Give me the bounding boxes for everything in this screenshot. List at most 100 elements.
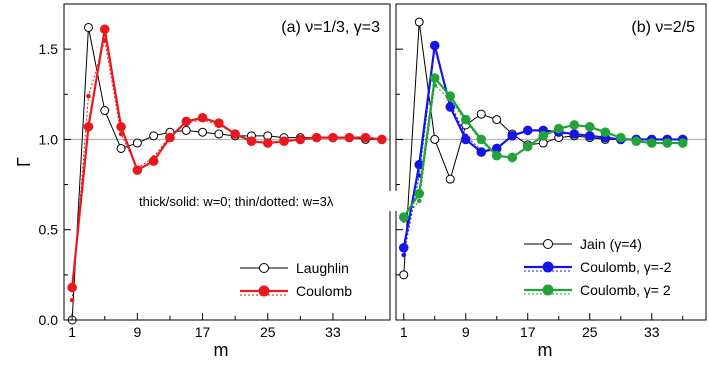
data-point — [615, 132, 626, 143]
data-point — [360, 132, 371, 143]
series-line-2 — [402, 75, 683, 218]
plot-frame — [395, 3, 707, 321]
data-point — [476, 147, 487, 157]
data-point — [429, 73, 440, 83]
data-point — [445, 102, 456, 112]
data-point — [279, 136, 289, 147]
panel-title: (b) ν=2/5 — [631, 19, 695, 36]
data-point — [181, 116, 192, 127]
panel-a: 1 9 17 25 33 0.0 0.5 1.0 1.5 m (a) ν=1/3, γ=3 Laugh… — [39, 3, 391, 360]
panel-title: (a) ν=1/3, γ=3 — [281, 19, 380, 36]
x-tick-label: 17 — [195, 324, 211, 340]
legend-marker — [542, 284, 554, 296]
data-point-w3 — [416, 198, 422, 204]
data-point — [662, 138, 673, 148]
legend-label: Coulomb, γ= 2 — [580, 282, 671, 298]
data-point — [569, 129, 580, 139]
data-point — [116, 143, 126, 153]
y-tick-label: 0.0 — [39, 312, 59, 328]
data-point — [522, 125, 533, 136]
data-point — [311, 132, 322, 143]
data-point — [445, 91, 456, 101]
data-point — [198, 127, 208, 137]
data-point — [328, 132, 338, 143]
data-point — [165, 132, 175, 143]
data-point — [553, 123, 564, 134]
data-point — [399, 270, 409, 280]
y-tick-label: 1.0 — [39, 131, 59, 147]
x-tick-label: 9 — [462, 324, 470, 340]
data-point — [600, 127, 611, 138]
data-point — [414, 17, 424, 27]
data-point — [631, 136, 642, 147]
data-point — [344, 132, 355, 143]
data-point — [522, 141, 533, 152]
data-point — [429, 40, 440, 51]
data-point — [295, 134, 306, 145]
plot-frame — [63, 3, 391, 321]
data-point — [149, 131, 159, 141]
data-point — [262, 138, 273, 148]
data-point — [507, 152, 518, 163]
note-background — [138, 191, 400, 211]
data-point — [445, 174, 455, 184]
data-point — [460, 134, 471, 145]
y-tick-label: 0.5 — [39, 222, 59, 238]
data-point — [83, 121, 94, 132]
data-point — [398, 242, 409, 253]
data-point — [491, 143, 502, 154]
panel-b: 1 9 17 25 33 m (b) ν=2/5 Jain (γ=4) Coulomb, γ=-… — [395, 3, 707, 360]
data-point — [230, 129, 240, 139]
data-point — [99, 24, 110, 35]
data-point — [430, 134, 440, 144]
data-point — [246, 136, 257, 147]
data-point — [181, 125, 191, 135]
data-point — [83, 22, 93, 32]
line-style-note: thick/solid: w=0; thin/dotted: w=3λ — [139, 194, 334, 209]
x-tick-label: 17 — [520, 324, 536, 340]
legend-marker — [542, 261, 554, 273]
legend-marker — [258, 285, 270, 297]
legend-marker — [543, 239, 553, 249]
data-point — [116, 121, 126, 132]
y-tick-label: 1.5 — [39, 41, 59, 57]
x-axis-label: m — [538, 340, 553, 360]
x-tick-label: 1 — [400, 324, 408, 340]
data-point — [377, 134, 387, 145]
data-point — [132, 138, 142, 148]
x-tick-label: 25 — [260, 324, 276, 340]
data-point — [197, 112, 208, 123]
data-point-w3 — [86, 93, 91, 99]
series-line-w3-2 — [403, 84, 683, 221]
data-point — [100, 106, 110, 116]
data-point-w3 — [401, 252, 407, 258]
data-point — [507, 131, 518, 141]
data-point — [67, 282, 77, 293]
data-point — [677, 138, 688, 148]
x-tick-label: 33 — [325, 324, 341, 340]
data-point — [584, 121, 595, 132]
x-tick-label: 9 — [133, 324, 141, 340]
legend-label: Coulomb — [296, 283, 352, 299]
data-point — [214, 118, 224, 128]
data-point — [476, 109, 486, 119]
x-tick-label: 25 — [582, 324, 598, 340]
legend-marker — [259, 263, 269, 273]
series-line-0 — [71, 27, 382, 321]
series-line-w3-1 — [403, 49, 683, 256]
data-point — [646, 138, 657, 148]
data-point — [460, 114, 471, 125]
data-point — [491, 150, 502, 161]
data-point — [476, 134, 487, 145]
x-tick-label: 1 — [68, 324, 76, 340]
data-point — [398, 212, 409, 222]
legend-label: Laughlin — [296, 260, 349, 276]
x-axis-label: m — [214, 340, 229, 360]
data-point — [538, 131, 549, 141]
legend-label: Coulomb, γ=-2 — [580, 259, 672, 275]
legend-label: Jain (γ=4) — [580, 236, 642, 252]
data-point — [214, 129, 224, 139]
data-point — [148, 156, 159, 166]
series-line-1 — [71, 29, 382, 288]
